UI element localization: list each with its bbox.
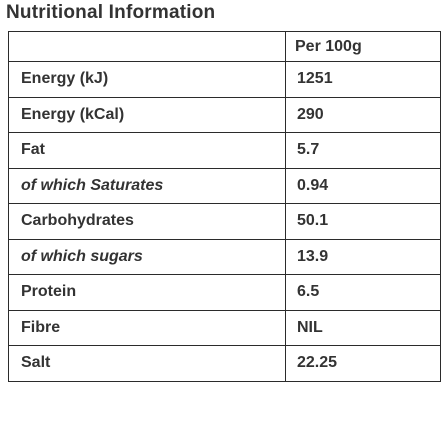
nutrient-label: Energy (kJ) <box>8 61 286 98</box>
nutrient-label: Protein <box>8 274 286 311</box>
table-row: Salt 22.25 <box>8 345 441 382</box>
nutrient-value: 13.9 <box>285 238 441 275</box>
nutrient-value: 0.94 <box>285 167 441 204</box>
table-row: of which Saturates 0.94 <box>8 167 441 204</box>
page-title: Nutritional Information <box>6 2 216 23</box>
nutrient-value: 50.1 <box>285 203 441 240</box>
nutrient-value: 6.5 <box>285 274 441 311</box>
nutrient-sub-label: of which sugars <box>8 238 286 275</box>
nutrient-value: 5.7 <box>285 132 441 169</box>
table-row: Fibre NIL <box>8 309 441 346</box>
nutrient-value: NIL <box>285 309 441 346</box>
nutrient-value: 22.25 <box>285 345 441 382</box>
nutrient-label: Fat <box>8 132 286 169</box>
header-per-100g: Per 100g <box>285 31 441 62</box>
nutrient-value: 290 <box>285 96 441 133</box>
nutrient-label: Carbohydrates <box>8 203 286 240</box>
table-row: Carbohydrates 50.1 <box>8 203 441 240</box>
table-row: Energy (kCal) 290 <box>8 96 441 133</box>
nutrient-value: 1251 <box>285 61 441 98</box>
nutrient-label: Energy (kCal) <box>8 96 286 133</box>
table-row: Fat 5.7 <box>8 132 441 169</box>
table-row: of which sugars 13.9 <box>8 238 441 275</box>
table-row: Energy (kJ) 1251 <box>8 61 441 98</box>
header-empty-cell <box>8 31 286 62</box>
table-header-row: Per 100g <box>8 31 441 62</box>
nutrient-label: Fibre <box>8 309 286 346</box>
nutrient-label: Salt <box>8 345 286 382</box>
nutrient-sub-label: of which Saturates <box>8 167 286 204</box>
nutrition-table: Per 100g Energy (kJ) 1251 Energy (kCal) … <box>8 31 441 382</box>
table-row: Protein 6.5 <box>8 274 441 311</box>
